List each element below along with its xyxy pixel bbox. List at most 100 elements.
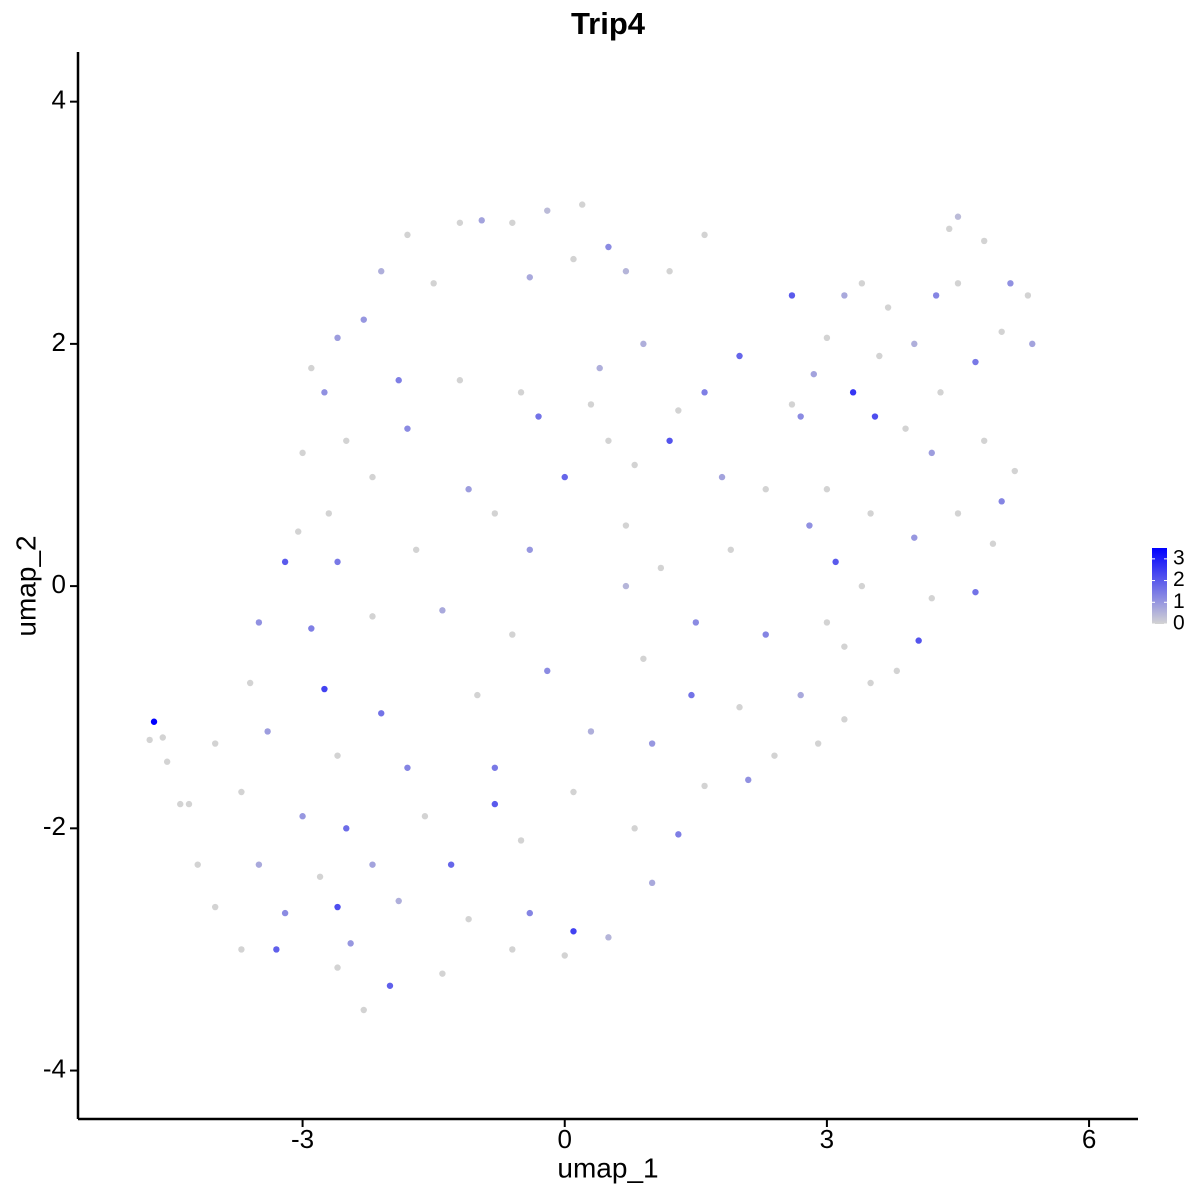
cell-point <box>605 437 612 444</box>
cell-point <box>526 909 533 917</box>
cell-point <box>509 219 516 226</box>
cell-point <box>255 861 263 868</box>
cell-point <box>509 946 516 953</box>
cell-point <box>579 201 586 208</box>
colorbar <box>1152 548 1167 624</box>
colorbar-label: 2 <box>1173 568 1185 591</box>
cell-point <box>334 964 341 971</box>
cell-point <box>932 292 940 299</box>
cell-point <box>347 940 354 947</box>
cell-point <box>911 340 918 348</box>
cell-point <box>570 255 577 263</box>
cell-point <box>211 740 219 747</box>
cell-point <box>159 734 166 741</box>
cell-point <box>509 631 516 638</box>
cell-point <box>295 528 302 535</box>
cell-point <box>701 389 708 396</box>
cell-point <box>517 837 525 844</box>
cell-point <box>456 219 464 226</box>
cell-point <box>657 564 665 572</box>
cell-point <box>360 1006 367 1014</box>
cell-point <box>640 655 647 662</box>
cell-point <box>570 928 577 935</box>
cell-point <box>544 207 551 214</box>
cell-point <box>343 825 350 832</box>
cell-point <box>788 401 796 408</box>
cell-point <box>325 510 332 517</box>
cell-point <box>876 352 883 360</box>
cell-point <box>998 328 1005 335</box>
cell-point <box>736 352 743 360</box>
cell-point <box>439 970 446 977</box>
y-tick-label: 2 <box>52 327 66 357</box>
cell-point <box>823 486 831 493</box>
cell-point <box>688 691 695 699</box>
y-tick-label: -4 <box>43 1053 66 1083</box>
cell-point <box>915 637 922 644</box>
cell-point <box>884 304 892 311</box>
y-tick-label: -2 <box>43 811 66 841</box>
cell-point <box>692 619 700 626</box>
cell-point <box>954 510 962 517</box>
cell-point <box>701 231 708 239</box>
cell-point <box>491 764 499 771</box>
cell-point <box>788 292 796 299</box>
cell-point <box>421 813 429 820</box>
cell-point <box>369 861 376 868</box>
cell-point <box>378 710 385 717</box>
y-tick-label: 0 <box>52 569 66 599</box>
cell-point <box>622 522 630 529</box>
cell-point <box>727 546 734 553</box>
cell-point <box>675 407 682 414</box>
cell-point <box>150 718 158 725</box>
cell-point <box>587 401 595 408</box>
cell-point <box>810 370 817 378</box>
cell-point <box>316 873 324 880</box>
cell-point <box>998 498 1005 505</box>
cell-point <box>972 358 979 366</box>
cell-point <box>1024 292 1032 299</box>
cell-point <box>570 788 577 796</box>
cell-point <box>177 800 184 808</box>
cell-point <box>404 425 411 432</box>
cell-point <box>701 782 708 790</box>
cell-point <box>369 613 376 620</box>
cell-point <box>211 903 219 911</box>
cell-point <box>395 897 402 905</box>
cell-point <box>980 437 988 444</box>
cell-point <box>858 280 866 287</box>
cell-point <box>841 716 848 723</box>
cell-point <box>561 473 568 481</box>
cell-point <box>386 982 394 989</box>
cell-point <box>946 225 953 233</box>
cell-point <box>308 364 315 372</box>
y-tick-label: 4 <box>52 85 66 115</box>
cell-point <box>264 728 271 735</box>
cell-point <box>937 389 944 396</box>
cell-point <box>321 685 328 693</box>
cell-point <box>640 340 647 348</box>
cell-point <box>648 879 656 887</box>
cell-point <box>238 946 245 953</box>
colorbar-label: 0 <box>1173 612 1185 635</box>
cell-point <box>404 231 411 239</box>
cell-point <box>163 758 171 765</box>
cell-point <box>867 510 874 517</box>
cell-point <box>605 934 612 941</box>
cell-point <box>456 377 464 384</box>
cell-point <box>299 813 306 820</box>
cell-point <box>736 704 743 711</box>
cell-point <box>281 558 289 566</box>
cell-point <box>430 280 437 287</box>
cell-point <box>622 268 630 275</box>
cell-point <box>343 437 350 444</box>
cell-point <box>622 582 630 590</box>
cell-point <box>299 449 306 457</box>
cell-point <box>308 625 315 632</box>
chart-title: Trip4 <box>571 6 646 41</box>
cell-point <box>334 558 341 566</box>
cell-point <box>321 389 328 396</box>
cell-point <box>911 534 918 541</box>
cell-point <box>491 800 499 808</box>
cell-point <box>954 280 962 287</box>
